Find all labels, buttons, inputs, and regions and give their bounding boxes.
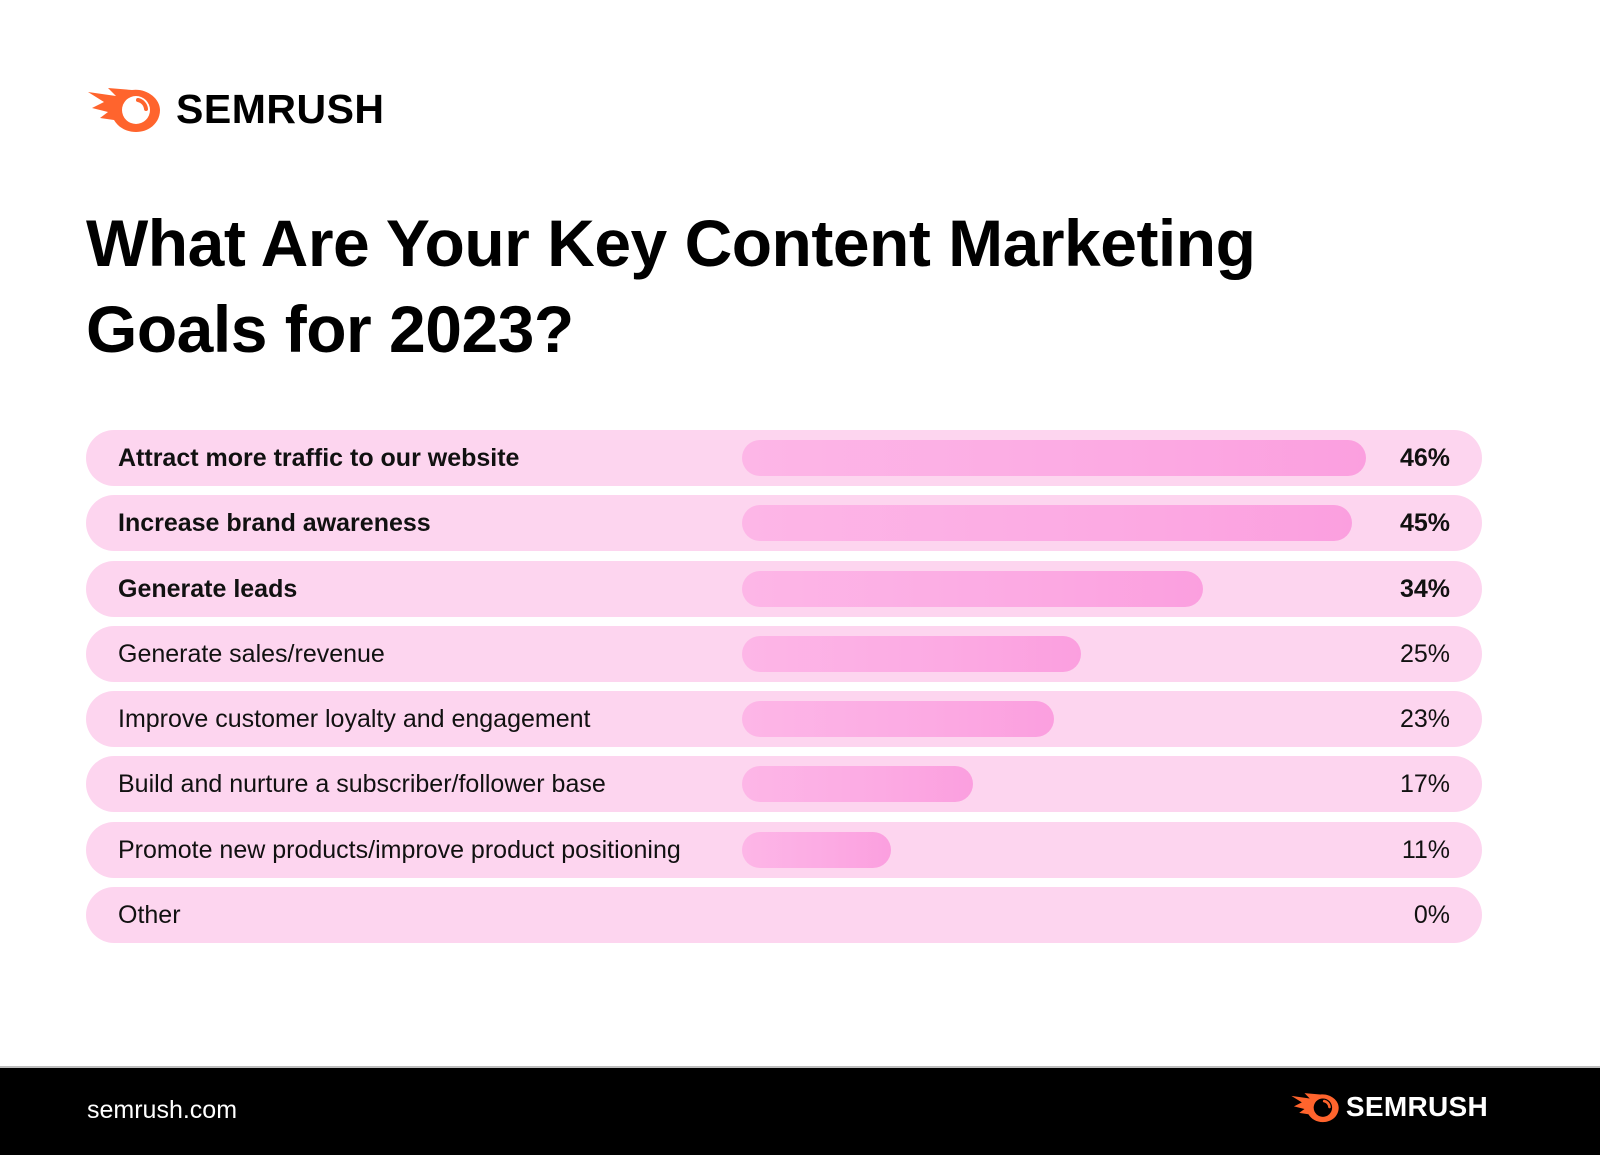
- chart-row: Other 0%: [86, 887, 1482, 944]
- row-label: Promote new products/improve product pos…: [118, 835, 681, 864]
- row-value: 34%: [1399, 574, 1450, 603]
- bar: [742, 505, 1353, 542]
- row-label: Build and nurture a subscriber/follower …: [118, 770, 606, 799]
- chart-title: What Are Your Key Content Marketing Goal…: [86, 200, 1486, 372]
- chart-row: Increase brand awareness 45%: [86, 495, 1482, 552]
- row-label: Improve customer loyalty and engagement: [118, 705, 591, 734]
- row-value: 45%: [1399, 509, 1450, 538]
- chart-row: Attract more traffic to our website 46%: [86, 430, 1482, 486]
- bar: [742, 701, 1054, 738]
- bar: [742, 766, 973, 803]
- row-label: Generate leads: [118, 574, 298, 603]
- row-label: Generate sales/revenue: [118, 639, 385, 668]
- bar-track: [742, 440, 1382, 476]
- semrush-logo: SEMRUSH: [86, 84, 385, 134]
- row-value: 0%: [1413, 901, 1450, 930]
- bar-track: [742, 831, 1382, 868]
- title-line-1: What Are Your Key Content Marketing: [86, 206, 1256, 280]
- bar: [742, 440, 1366, 476]
- bar-track: [742, 505, 1382, 542]
- row-label: Other: [118, 901, 181, 930]
- bar-track: [742, 701, 1382, 738]
- brand-wordmark: SEMRUSH: [176, 85, 385, 132]
- row-value: 46%: [1399, 444, 1450, 472]
- footer-logo: SEMRUSH: [1290, 1090, 1488, 1124]
- bar: [742, 570, 1204, 607]
- bar-track: [742, 897, 1382, 933]
- bar-track: [742, 570, 1382, 607]
- chart-row: Generate leads 34%: [86, 560, 1482, 617]
- chart-row: Promote new products/improve product pos…: [86, 821, 1482, 878]
- footer-url: semrush.com: [87, 1096, 238, 1124]
- bar: [742, 831, 892, 868]
- row-label: Increase brand awareness: [118, 509, 431, 538]
- bar: [742, 635, 1081, 672]
- title-line-2: Goals for 2023?: [86, 292, 574, 366]
- chart-row: Build and nurture a subscriber/follower …: [86, 756, 1482, 813]
- row-value: 11%: [1401, 835, 1450, 864]
- semrush-fireball-icon: [1291, 1093, 1339, 1123]
- footer-brand-wordmark: SEMRUSH: [1345, 1091, 1488, 1122]
- footer: semrush.com SEMRUSH: [0, 1066, 1600, 1155]
- bar-chart: Attract more traffic to our website 46% …: [86, 430, 1482, 952]
- row-label: Attract more traffic to our website: [118, 444, 520, 472]
- chart-row: Generate sales/revenue 25%: [86, 625, 1482, 682]
- bar-track: [742, 635, 1382, 672]
- row-value: 23%: [1399, 705, 1450, 734]
- semrush-fireball-icon: [88, 88, 160, 132]
- row-value: 17%: [1399, 770, 1450, 799]
- row-value: 25%: [1399, 639, 1450, 668]
- chart-row: Improve customer loyalty and engagement …: [86, 691, 1482, 748]
- bar-track: [742, 766, 1382, 803]
